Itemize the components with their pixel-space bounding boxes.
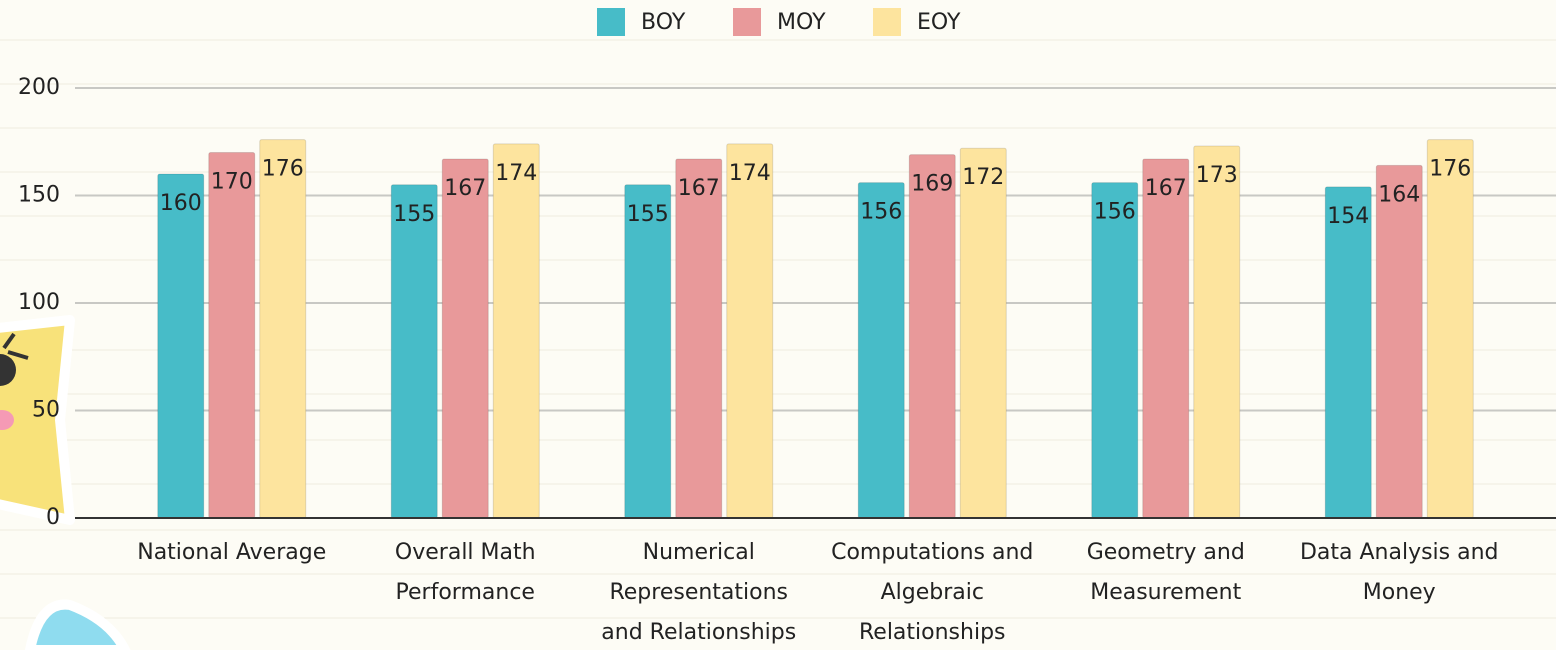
x-tick-label: Representations [609,580,788,605]
data-label: 164 [1378,182,1420,207]
x-tick-label: Measurement [1090,580,1241,605]
bar [1427,140,1473,518]
bar [260,140,306,518]
data-label: 173 [1196,163,1238,188]
legend-swatch [873,8,901,36]
bar [1194,146,1240,518]
bar [1143,159,1189,518]
data-label: 174 [495,161,537,186]
bar [909,155,955,518]
data-label: 155 [393,202,435,227]
bar [960,148,1006,518]
data-label: 156 [860,200,902,225]
bar [158,174,204,518]
data-label: 155 [627,202,669,227]
x-tick-label: Data Analysis and [1300,540,1499,565]
bar [391,185,437,518]
data-label: 176 [1429,157,1471,182]
data-label: 170 [211,170,253,195]
bar [727,144,773,518]
legend-label: EOY [917,10,961,35]
bar [858,183,904,518]
bar [493,144,539,518]
x-tick-label: Geometry and [1087,540,1245,565]
data-label: 167 [678,176,720,201]
legend-swatch [597,8,625,36]
decoration [0,320,125,650]
data-label: 154 [1327,204,1369,229]
x-tick-label: Money [1363,580,1436,605]
legend-label: BOY [641,10,686,35]
data-label: 167 [1145,176,1187,201]
x-tick-label: Relationships [859,620,1006,645]
data-label: 174 [729,161,771,186]
x-tick-label: Algebraic [881,580,984,605]
x-tick-label: National Average [137,540,326,565]
x-tick-label: Numerical [643,540,755,565]
y-tick-label: 50 [32,398,60,423]
plot: 0 50 100 150 200 National Average 160 170 176 Ove… [18,8,1556,645]
data-label: 172 [962,165,1004,190]
legend-label: MOY [777,10,826,35]
data-label: 160 [160,191,202,216]
data-label: 156 [1094,200,1136,225]
bar [625,185,671,518]
bar [1325,187,1371,518]
y-tick-label: 150 [18,183,60,208]
bar [1092,183,1138,518]
bar [1376,165,1422,518]
chart: 0 50 100 150 200 National Average 160 170 176 Ove… [0,0,1556,650]
bar [676,159,722,518]
data-label: 176 [262,157,304,182]
x-tick-label: and Relationships [601,620,796,645]
x-tick-label: Computations and [831,540,1033,565]
bar [442,159,488,518]
y-tick-label: 0 [46,505,60,530]
data-label: 169 [911,172,953,197]
bar [209,153,255,519]
y-tick-label: 200 [18,75,60,100]
legend-swatch [733,8,761,36]
data-label: 167 [444,176,486,201]
y-tick-label: 100 [18,290,60,315]
x-tick-label: Performance [396,580,535,605]
x-tick-label: Overall Math [395,540,536,565]
